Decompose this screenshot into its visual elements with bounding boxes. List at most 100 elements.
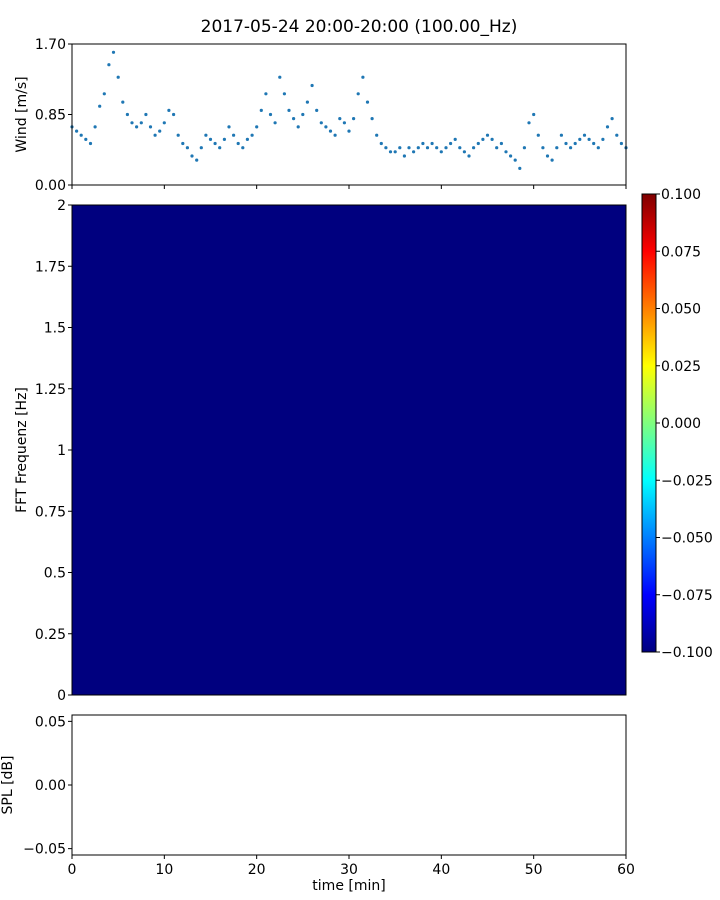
- wind-data-point: [310, 83, 314, 88]
- colorbar-tick-label: 0.000: [661, 416, 701, 432]
- wind-data-point: [412, 150, 416, 154]
- wind-data-point: [148, 125, 153, 129]
- wind-data-point: [513, 158, 517, 162]
- colorbar: −0.100 −0.075 −0.050 −0.025 0.000 0.025 0.050 0…: [641, 187, 713, 661]
- wind-y-ticks: 0.00 0.85 1.70: [35, 37, 72, 194]
- wind-data-point: [596, 146, 600, 150]
- wind-data-point: [449, 141, 453, 146]
- wind-data-point: [102, 92, 106, 96]
- colorbar-ticks: −0.100 −0.075 −0.050 −0.025 0.000 0.025 0.050 0…: [656, 187, 713, 661]
- wind-data-point: [116, 75, 120, 79]
- colorbar-tick-label: 0.100: [661, 187, 701, 203]
- spl-panel: −0.05 0.00 0.05 0 10 20 30 40 50 60 SPL [dB] tim…: [0, 714, 635, 894]
- colorbar-tick-label: −0.050: [661, 531, 713, 547]
- spectrogram-y-tick-label: 1: [57, 443, 66, 459]
- wind-data-point: [144, 112, 148, 117]
- x-tick-label: 20: [248, 862, 266, 878]
- spectrogram-y-tick-label: 1.5: [44, 321, 66, 337]
- wind-data-point: [365, 100, 370, 104]
- wind-data-point: [545, 154, 550, 158]
- wind-y-tick-label: 0.85: [35, 108, 66, 124]
- wind-data-point: [573, 141, 577, 146]
- wind-data-point: [550, 158, 554, 162]
- spectrogram-y-tick-label: 1.25: [35, 382, 66, 398]
- wind-data-point: [490, 137, 494, 141]
- wind-data-point: [259, 108, 263, 112]
- wind-data-point: [232, 133, 236, 137]
- wind-data-point: [555, 146, 559, 150]
- wind-data-point: [504, 150, 508, 154]
- wind-data-point: [328, 129, 333, 133]
- wind-data-point: [421, 141, 425, 146]
- wind-data-point: [93, 125, 97, 129]
- wind-data-point: [601, 137, 605, 141]
- wind-data-point: [338, 117, 342, 121]
- wind-data-point: [472, 146, 476, 150]
- wind-data-point: [425, 146, 430, 150]
- wind-data-point: [204, 133, 208, 137]
- colorbar-tick-label: −0.100: [661, 645, 713, 661]
- wind-data-point: [384, 146, 388, 150]
- wind-data-point: [564, 141, 568, 146]
- wind-data-point: [527, 121, 531, 125]
- x-tick-label: 40: [432, 862, 450, 878]
- wind-data-point: [370, 117, 374, 121]
- x-tick-label: 10: [155, 862, 173, 878]
- spl-x-ticks: 0 10 20 30 40 50 60: [68, 855, 635, 878]
- wind-data-point: [582, 133, 587, 137]
- wind-data-point: [356, 92, 360, 96]
- wind-data-point: [88, 141, 93, 146]
- wind-data-point: [305, 100, 309, 104]
- wind-panel: 0.00 0.85 1.70 Wind [m/s]: [14, 37, 628, 194]
- wind-data-point: [333, 133, 337, 137]
- wind-data-point: [532, 112, 536, 117]
- wind-data-point: [439, 150, 443, 154]
- wind-data-point: [125, 112, 129, 117]
- wind-data-point: [522, 146, 527, 150]
- wind-y-axis-label: Wind [m/s]: [14, 76, 30, 152]
- spectrogram-y-tick-label: 0.25: [35, 627, 66, 643]
- wind-data-point: [241, 146, 245, 150]
- wind-data-point: [301, 112, 305, 117]
- wind-data-point: [485, 133, 490, 137]
- wind-data-point: [245, 137, 249, 141]
- wind-data-point: [536, 133, 540, 137]
- wind-data-point: [199, 146, 203, 150]
- wind-data-point: [388, 150, 393, 154]
- wind-data-point: [111, 50, 116, 54]
- wind-data-point: [402, 154, 406, 158]
- wind-data-point: [107, 63, 111, 67]
- wind-data-point: [559, 133, 564, 137]
- wind-data-point: [176, 133, 180, 137]
- wind-y-tick-label: 1.70: [35, 37, 66, 53]
- wind-data-point: [569, 146, 573, 150]
- wind-data-point: [610, 117, 614, 121]
- wind-data-point: [213, 141, 217, 146]
- spl-y-tick-label: 0.00: [35, 778, 66, 794]
- wind-data-point: [319, 121, 323, 125]
- wind-data-point: [444, 146, 448, 150]
- spl-plot-frame: [71, 714, 627, 856]
- wind-x-ticks: [71, 185, 627, 189]
- wind-data-point: [476, 141, 480, 146]
- wind-data-point: [352, 117, 356, 121]
- wind-data-point: [264, 92, 268, 96]
- wind-data-point: [315, 108, 319, 112]
- wind-data-point: [587, 137, 591, 141]
- wind-data-point: [495, 146, 499, 150]
- colorbar-gradient: [641, 193, 657, 653]
- wind-data-point: [255, 125, 259, 129]
- wind-data-point: [181, 141, 185, 146]
- wind-data-point: [282, 92, 286, 96]
- wind-data-point: [296, 125, 300, 129]
- wind-data-point: [375, 133, 379, 137]
- spl-y-axis-label: SPL [dB]: [0, 756, 16, 815]
- spectrogram-y-tick-label: 0: [57, 688, 66, 704]
- x-tick-label: 50: [525, 862, 543, 878]
- wind-data-point: [453, 137, 457, 141]
- wind-data-point: [162, 121, 166, 125]
- spectrogram-panel: 0 0.25 0.5 0.75 1 1.25 1.5 1.75 2 FFT Frequenz […: [14, 198, 627, 704]
- wind-scatter-series: [70, 50, 628, 170]
- wind-data-point: [342, 121, 346, 125]
